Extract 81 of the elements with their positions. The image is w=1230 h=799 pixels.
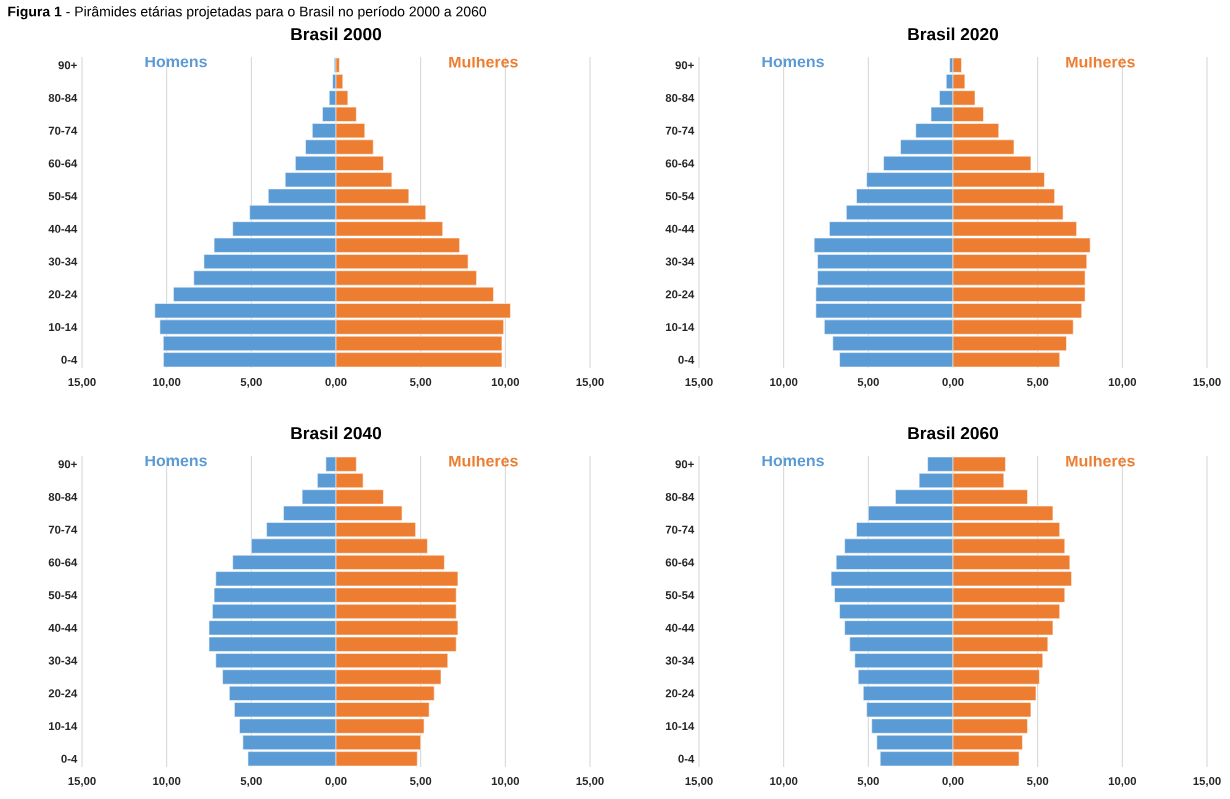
y-tick-label: 60-64: [48, 159, 78, 168]
x-tick-label: 0,00: [942, 378, 964, 388]
chart-title: Brasil 2040: [291, 426, 382, 440]
y-tick-label: 90+: [675, 61, 694, 70]
chart-title: Brasil 2060: [908, 426, 999, 440]
y-tick-label: 20-24: [48, 689, 78, 698]
y-tick-label: 50-54: [48, 591, 78, 600]
x-tick-label: 10,00: [153, 378, 181, 388]
chart-title: Brasil 2000: [291, 27, 382, 41]
x-tick-label: 10,00: [1108, 378, 1137, 388]
y-tick-label: 30-34: [665, 656, 695, 665]
y-tick-label: 0-4: [61, 754, 78, 763]
y-tick-label: 70-74: [48, 525, 78, 534]
y-tick-label: 50-54: [665, 591, 695, 600]
y-tick-label: 0-4: [678, 355, 695, 364]
y-tick-label: 80-84: [665, 492, 695, 501]
text: Homens: [762, 455, 824, 467]
x-tick-label: 0,00: [325, 777, 347, 787]
y-tick-label: 90+: [675, 460, 694, 469]
x-tick-label: 10,00: [770, 777, 798, 787]
text: Figura 1 - Pirâmides etárias projetadas para o Brasil no período 2000 a 2060: [8, 6, 487, 20]
text: Mulheres: [449, 55, 518, 68]
y-tick-label: 70-74: [665, 525, 695, 534]
x-tick-label: 5,00: [410, 378, 432, 388]
y-tick-label: 10-14: [49, 323, 78, 332]
x-tick-label: 5,00: [1027, 378, 1049, 388]
y-tick-label: 60-64: [48, 558, 78, 567]
x-tick-label: 10,00: [1108, 777, 1137, 787]
text: Homens: [145, 56, 207, 68]
x-tick-label: 0,00: [942, 777, 964, 787]
y-tick-label: 50-54: [48, 192, 78, 201]
y-tick-label: 10-14: [49, 722, 78, 731]
y-tick-label: 60-64: [665, 558, 695, 567]
x-tick-label: 5,00: [240, 378, 262, 388]
x-tick-label: 5,00: [857, 777, 879, 787]
y-tick-label: 40-44: [48, 224, 78, 233]
text: Homens: [762, 56, 824, 68]
y-tick-label: 20-24: [48, 290, 78, 299]
x-tick-label: 5,00: [240, 777, 262, 787]
y-tick-label: 90+: [58, 61, 77, 70]
y-tick-label: 50-54: [665, 192, 695, 201]
x-tick-label: 10,00: [491, 777, 520, 787]
x-tick-label: 15,00: [1193, 777, 1221, 787]
x-tick-label: 15,00: [576, 378, 604, 388]
y-tick-label: 0-4: [678, 754, 695, 763]
y-tick-label: 20-24: [665, 689, 695, 698]
y-tick-label: 80-84: [48, 93, 78, 102]
text: Mulheres: [1066, 55, 1135, 68]
x-tick-label: 5,00: [410, 777, 432, 787]
x-tick-label: 15,00: [576, 777, 604, 787]
y-tick-label: 0-4: [61, 355, 78, 364]
x-tick-label: 5,00: [857, 378, 879, 388]
x-tick-label: 10,00: [770, 378, 798, 388]
y-tick-label: 80-84: [665, 93, 695, 102]
y-tick-label: 20-24: [665, 290, 695, 299]
text: Mulheres: [449, 454, 518, 467]
x-tick-label: 15,00: [685, 378, 713, 388]
x-tick-label: 10,00: [153, 777, 181, 787]
y-tick-label: 40-44: [48, 623, 78, 632]
y-tick-label: 10-14: [666, 323, 695, 332]
text: Homens: [145, 455, 207, 467]
y-tick-label: 30-34: [665, 257, 695, 266]
x-tick-label: 15,00: [68, 378, 96, 388]
y-tick-label: 40-44: [665, 224, 695, 233]
y-tick-label: 60-64: [665, 159, 695, 168]
y-tick-label: 30-34: [48, 656, 78, 665]
chart-title: Brasil 2020: [908, 27, 999, 41]
x-tick-label: 15,00: [68, 777, 96, 787]
y-tick-label: 80-84: [48, 492, 78, 501]
y-tick-label: 10-14: [666, 722, 695, 731]
y-tick-label: 40-44: [665, 623, 695, 632]
y-tick-label: 70-74: [48, 126, 78, 135]
x-tick-label: 15,00: [685, 777, 713, 787]
y-tick-label: 30-34: [48, 257, 78, 266]
x-tick-label: 15,00: [1193, 378, 1221, 388]
x-tick-label: 0,00: [325, 378, 347, 388]
x-tick-label: 5,00: [1027, 777, 1049, 787]
y-tick-label: 90+: [58, 460, 77, 469]
y-tick-label: 70-74: [665, 126, 695, 135]
x-tick-label: 10,00: [491, 378, 520, 388]
text: Mulheres: [1066, 454, 1135, 467]
